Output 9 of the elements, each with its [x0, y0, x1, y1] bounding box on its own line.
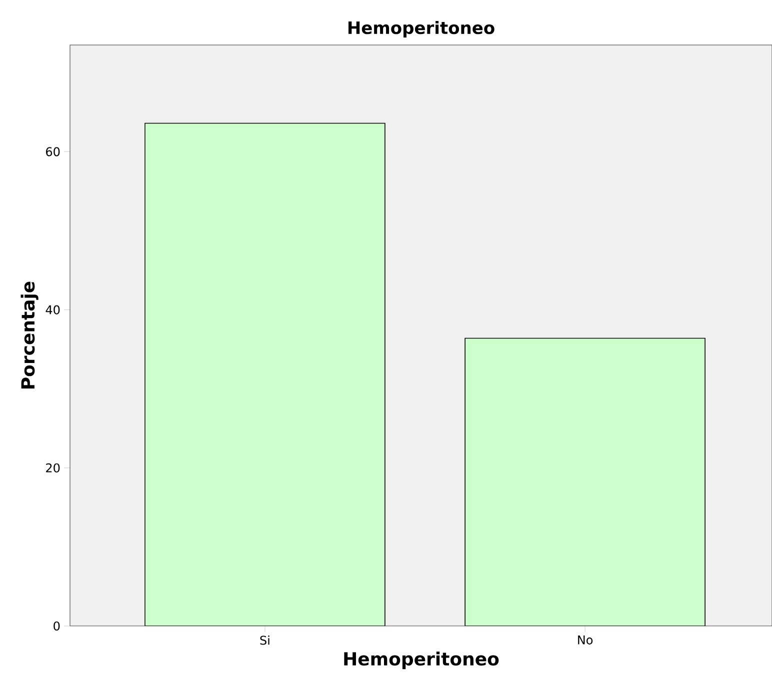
y-tick-label: 40: [46, 305, 60, 314]
y-tick-label: 60: [46, 147, 60, 156]
chart-title: Hemoperitoneo: [348, 20, 494, 38]
y-tick-label: 0: [54, 621, 60, 631]
y-axis-title: Porcentaje: [20, 282, 38, 388]
x-tick-label: Si: [260, 636, 270, 645]
x-tick-label: No: [578, 636, 593, 644]
y-tick-label: 20: [46, 463, 60, 472]
x-axis-title: Hemoperitoneo: [344, 652, 499, 670]
